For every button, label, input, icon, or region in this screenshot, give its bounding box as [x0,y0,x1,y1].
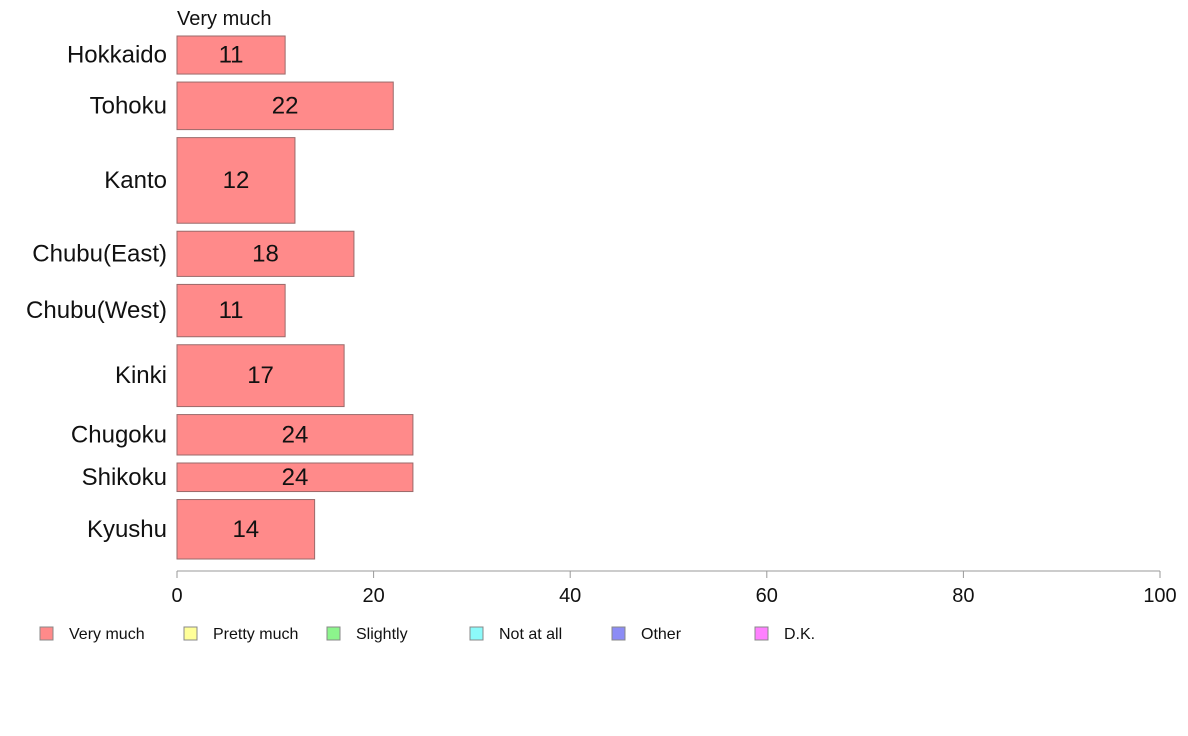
x-tick-label: 80 [952,585,974,607]
category-label: Tohoku [90,92,167,119]
category-label: Kanto [104,167,167,194]
bar-value-label: 17 [247,362,274,389]
x-tick-label: 40 [559,585,581,607]
bar-shikoku [176,462,414,493]
x-tick-label: 20 [362,585,384,607]
bar-value-label: 18 [252,240,279,267]
bars: Hokkaido 11 Tohoku 22 Kanto 12 Chubu(East) 18 Ch… [26,35,414,560]
category-label: Kyushu [87,516,167,543]
bar-chubu-east [176,230,355,277]
bar-value-label: 14 [232,516,259,543]
bar-chubu-west [176,283,286,338]
legend-label: Other [641,626,682,643]
bar-value-label: 22 [272,92,299,119]
bar-kanto [176,137,296,224]
x-axis: 0 20 40 60 80 100 [171,570,1177,607]
category-label: Hokkaido [67,42,167,69]
legend-swatch [754,626,769,641]
bar-tohoku [176,81,394,131]
category-label: Kinki [115,362,167,389]
category-label: Shikoku [82,464,167,491]
legend-label: D.K. [784,626,815,643]
legend-swatch [611,626,626,641]
category-label: Chubu(West) [26,297,167,324]
x-tick-label: 100 [1143,585,1176,607]
series-title: Very much [177,8,271,30]
bar-value-label: 24 [282,421,309,448]
bar-value-label: 11 [219,297,244,324]
bar-chugoku [176,414,414,456]
x-tick-label: 0 [171,585,182,607]
legend-label: Not at all [499,626,562,643]
x-tick-label: 60 [756,585,778,607]
legend-label: Very much [69,626,145,643]
legend-swatch [183,626,198,641]
bar-kyushu [176,499,316,560]
legend: Very much Pretty much Slightly Not at all Ot… [39,626,815,643]
category-label: Chubu(East) [32,240,167,267]
bar-value-label: 11 [219,42,244,69]
bar-kinki [176,344,345,408]
legend-label: Slightly [356,626,408,643]
legend-swatch [469,626,484,641]
bar-value-label: 12 [223,167,250,194]
bar-value-label: 24 [282,464,309,491]
legend-label: Pretty much [213,626,298,643]
legend-swatch [326,626,341,641]
legend-swatch [39,626,54,641]
category-label: Chugoku [71,421,167,448]
bar-hokkaido [176,35,286,75]
